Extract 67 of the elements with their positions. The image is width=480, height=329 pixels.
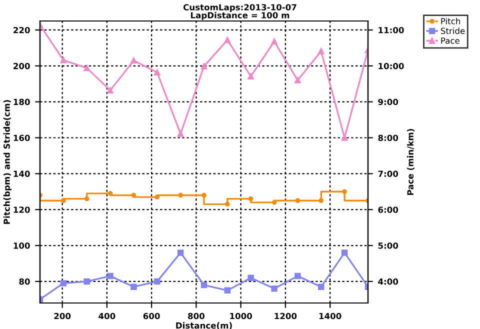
point bbox=[84, 64, 90, 72]
y-tick-label: 180 bbox=[14, 98, 30, 106]
point bbox=[248, 196, 254, 202]
point bbox=[130, 284, 137, 290]
y-tick-label: 140 bbox=[14, 170, 30, 177]
x-tick-label: 600 bbox=[143, 312, 160, 320]
point bbox=[154, 69, 160, 76]
legend-label: Stride bbox=[440, 28, 465, 34]
point bbox=[341, 134, 348, 141]
y2-tick-label: 5:00 bbox=[378, 242, 398, 249]
y2-tick-label: 6:00 bbox=[378, 206, 398, 213]
point bbox=[154, 278, 160, 285]
x-tick-label: 400 bbox=[98, 312, 116, 320]
y2-tick-label: 10:00 bbox=[378, 62, 404, 70]
point bbox=[248, 73, 254, 80]
legend-label: Pace bbox=[441, 38, 460, 44]
point bbox=[177, 250, 184, 256]
point bbox=[318, 284, 324, 290]
point bbox=[202, 192, 206, 198]
point bbox=[178, 192, 183, 198]
point bbox=[271, 286, 278, 292]
chart-title: CustomLaps:2013-10-07 bbox=[183, 4, 296, 12]
point bbox=[107, 87, 114, 94]
legend-label: Pitch bbox=[441, 18, 460, 24]
point bbox=[225, 202, 230, 207]
x-tick-label: 1200 bbox=[274, 312, 297, 320]
point bbox=[200, 282, 208, 288]
point bbox=[107, 272, 114, 280]
y2-tick-label: 4:00 bbox=[378, 278, 398, 285]
point bbox=[60, 198, 66, 204]
y-axis-title: Pitch(bpm) and Stride(cm) bbox=[3, 100, 12, 224]
chart-subtitle: LapDistance = 100 m bbox=[191, 12, 290, 20]
y-tick-label: 120 bbox=[14, 206, 30, 213]
y-tick-label: 100 bbox=[14, 242, 30, 249]
point bbox=[60, 57, 67, 64]
point bbox=[200, 63, 208, 70]
y2-tick-label: 8:00 bbox=[378, 134, 398, 142]
point bbox=[84, 196, 90, 202]
x-tick-label: 1000 bbox=[230, 312, 252, 320]
y-tick-label: 80 bbox=[19, 278, 30, 285]
y2-tick-label: 11:00 bbox=[378, 26, 404, 34]
point bbox=[108, 191, 113, 196]
y2-tick-label: 9:00 bbox=[378, 98, 398, 106]
point bbox=[154, 194, 160, 200]
point bbox=[60, 280, 67, 286]
y-tick-label: 200 bbox=[14, 62, 30, 70]
point bbox=[84, 278, 90, 285]
point bbox=[342, 189, 347, 194]
y-tick-label: 220 bbox=[14, 26, 30, 34]
point bbox=[131, 192, 136, 198]
y2-axis-title: Pace (min/km) bbox=[407, 129, 414, 195]
point bbox=[341, 250, 348, 256]
point bbox=[294, 272, 301, 280]
point bbox=[224, 287, 231, 294]
point bbox=[318, 198, 324, 204]
point bbox=[248, 274, 254, 281]
x-tick-label: 200 bbox=[54, 312, 71, 320]
y-tick-label: 160 bbox=[14, 134, 30, 142]
y2-tick-label: 7:00 bbox=[378, 170, 398, 177]
x-tick-label: 1400 bbox=[319, 312, 342, 320]
point bbox=[271, 38, 278, 45]
point bbox=[272, 200, 277, 205]
x-tick-label: 800 bbox=[188, 312, 204, 320]
point bbox=[224, 36, 231, 44]
point bbox=[177, 130, 184, 137]
point bbox=[295, 198, 300, 204]
point bbox=[130, 57, 137, 64]
